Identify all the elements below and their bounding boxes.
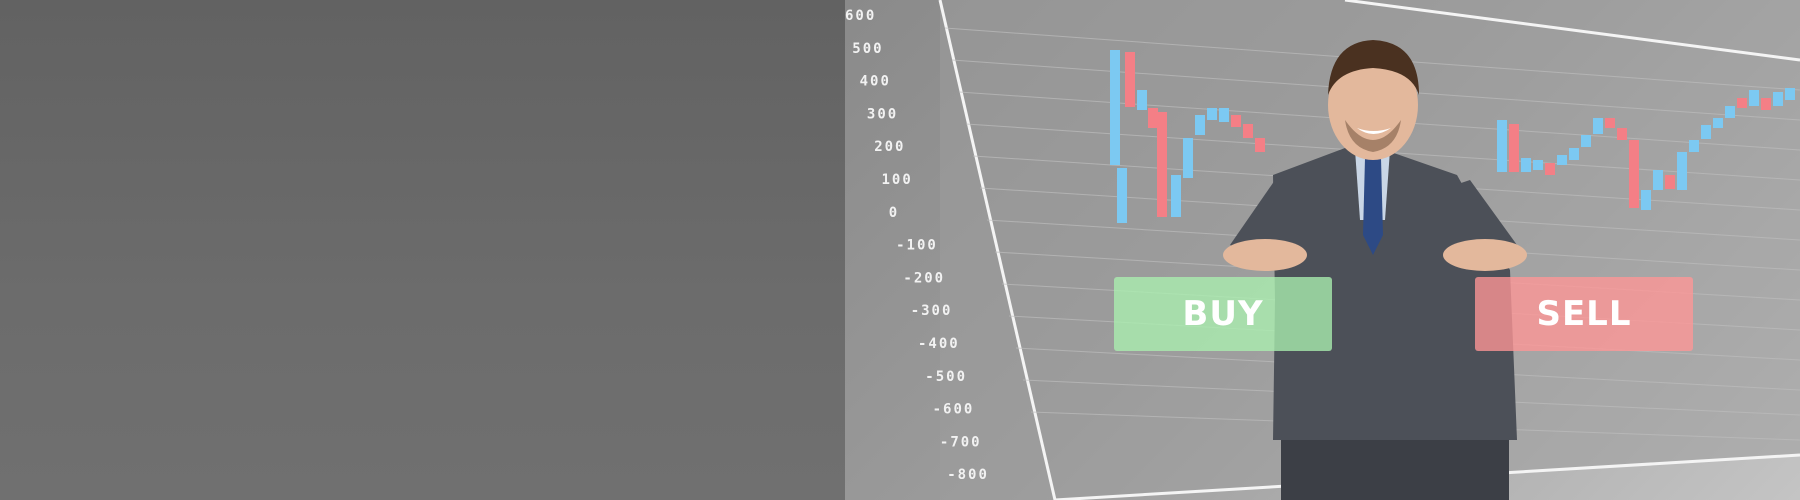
y-axis-label: -800 bbox=[947, 467, 989, 483]
y-axis-label: -400 bbox=[918, 336, 960, 352]
y-axis-label: 300 bbox=[867, 106, 898, 122]
businessman-figure bbox=[1223, 40, 1527, 500]
y-axis-label: 0 bbox=[889, 205, 899, 221]
y-axis-label: -100 bbox=[896, 238, 938, 254]
chart-screen-backdrop: 600 500 400 300 200 100 0 -100 -200 -300 -400 -500 -… bbox=[845, 0, 1800, 500]
sell-button[interactable]: SELL bbox=[1475, 277, 1693, 351]
y-axis-label: 200 bbox=[874, 139, 905, 155]
left-gray-panel bbox=[0, 0, 845, 500]
y-axis-label: 500 bbox=[852, 41, 883, 57]
y-axis-label: -200 bbox=[903, 270, 945, 286]
y-axis-label: -700 bbox=[940, 434, 982, 450]
y-axis-label: 600 bbox=[845, 8, 876, 24]
y-axis-label: -300 bbox=[911, 303, 953, 319]
y-axis-label: -500 bbox=[925, 369, 967, 385]
y-axis-label: 400 bbox=[860, 74, 891, 90]
candlestick-series bbox=[1110, 50, 1795, 223]
trader-photo: 600 500 400 300 200 100 0 -100 -200 -300 -400 -500 -… bbox=[845, 0, 1800, 500]
y-axis-label: 100 bbox=[882, 172, 913, 188]
buy-button[interactable]: BUY bbox=[1114, 277, 1332, 351]
y-axis-labels: 600 500 400 300 200 100 0 -100 -200 -300 -400 -500 -… bbox=[845, 8, 989, 483]
y-axis-label: -600 bbox=[933, 402, 975, 418]
